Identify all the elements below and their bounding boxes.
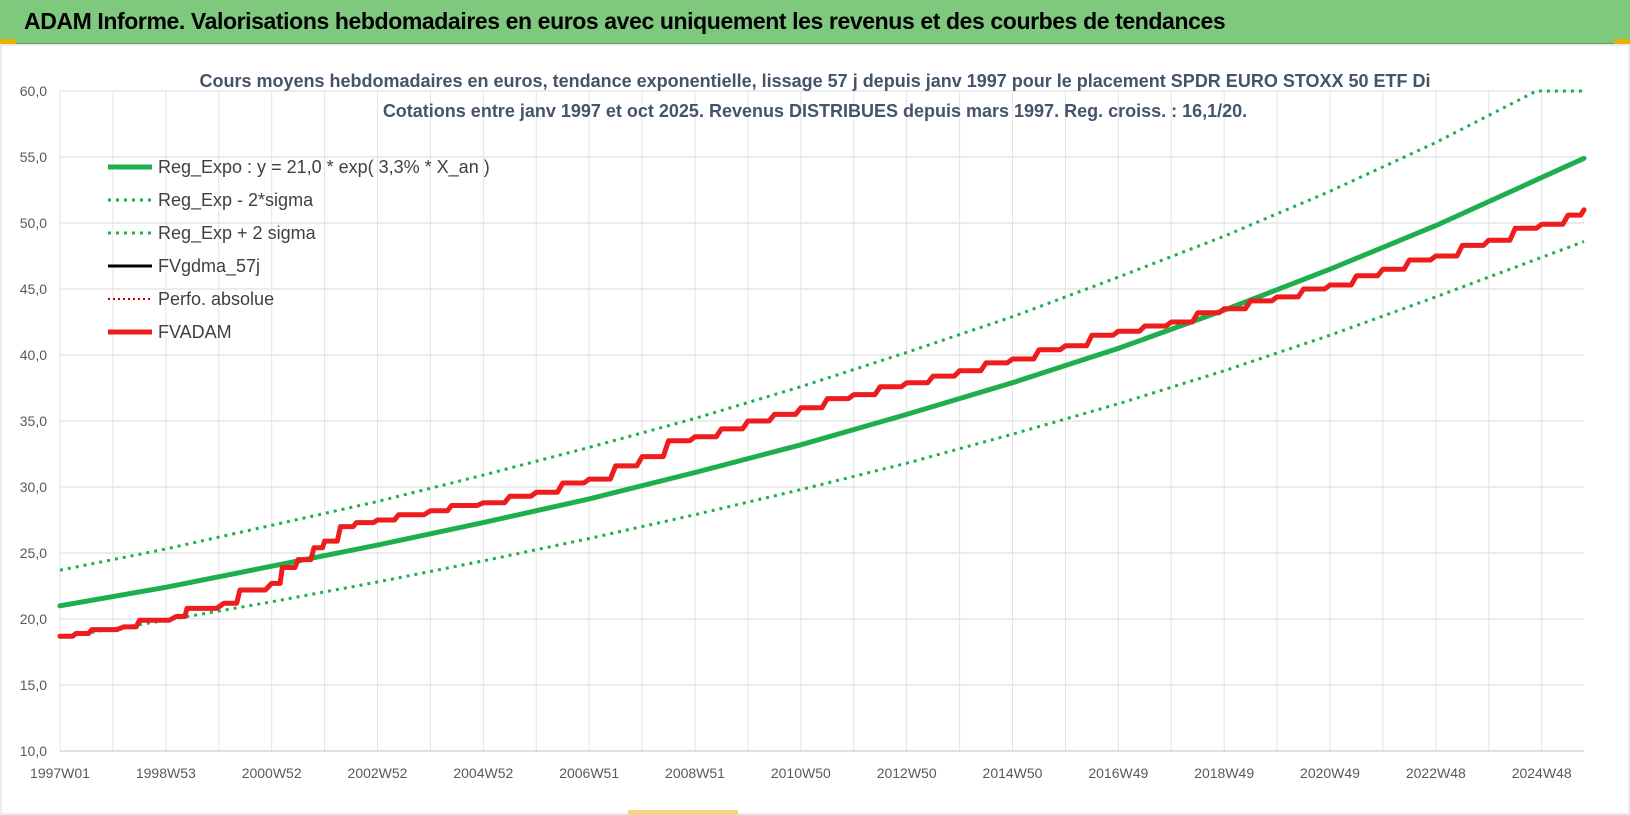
corner-mark	[1614, 39, 1630, 44]
line-chart: 10,0 15,0 20,0 25,0 30,0 35,0 40,0 45,0 50,0 55,0…	[0, 44, 1630, 815]
y-tick-label: 15,0	[20, 677, 47, 693]
legend-entry: Reg_Exp - 2*sigma	[158, 190, 314, 211]
x-tick-label: 2020W49	[1300, 765, 1360, 781]
x-tick-label: 1998W53	[136, 765, 196, 781]
chart-title: Cours moyens hebdomadaires en euros, ten…	[199, 71, 1430, 91]
x-axis: 1997W01 1998W53 2000W52 2002W52 2004W52 2006W…	[30, 750, 1584, 781]
y-axis: 10,0 15,0 20,0 25,0 30,0 35,0 40,0 45,0 50,0 55,0…	[20, 83, 47, 759]
y-tick-label: 20,0	[20, 611, 47, 627]
x-tick-label: 1997W01	[30, 765, 90, 781]
x-tick-label: 2012W50	[877, 765, 937, 781]
x-tick-label: 2000W52	[242, 765, 302, 781]
y-tick-label: 10,0	[20, 743, 47, 759]
chart-area	[0, 44, 1630, 815]
banner-title: ADAM Informe. Valorisations hebdomadaire…	[24, 8, 1226, 34]
series-line	[59, 89, 1584, 572]
y-tick-label: 55,0	[20, 149, 47, 165]
x-tick-label: 2018W49	[1194, 765, 1254, 781]
series-line	[59, 240, 1585, 639]
y-tick-label: 35,0	[20, 413, 47, 429]
x-tick-label: 2014W50	[983, 765, 1043, 781]
x-tick-label: 2002W52	[348, 765, 408, 781]
x-tick-label: 2024W48	[1512, 765, 1572, 781]
legend-entry: Perfo. absolue	[158, 289, 274, 309]
y-tick-label: 50,0	[20, 215, 47, 231]
series-line	[57, 207, 1587, 639]
y-tick-label: 40,0	[20, 347, 47, 363]
y-tick-label: 60,0	[20, 83, 47, 99]
x-tick-label: 2006W51	[559, 765, 619, 781]
corner-mark	[0, 39, 16, 44]
x-tick-label: 2022W48	[1406, 765, 1466, 781]
header-banner: ADAM Informe. Valorisations hebdomadaire…	[0, 0, 1630, 44]
x-tick-label: 2008W51	[665, 765, 725, 781]
chart-subtitle: Cotations entre janv 1997 et oct 2025. R…	[383, 101, 1247, 121]
legend-entry: Reg_Expo : y = 21,0 * exp( 3,3% * X_an )	[158, 157, 490, 178]
x-tick-label: 2004W52	[453, 765, 513, 781]
legend: Reg_Expo : y = 21,0 * exp( 3,3% * X_an )…	[108, 157, 490, 342]
bottom-scroll-strip	[628, 810, 738, 815]
x-tick-label: 2016W49	[1088, 765, 1148, 781]
legend-entry: Reg_Exp + 2 sigma	[158, 223, 317, 244]
x-tick-label: 2010W50	[771, 765, 831, 781]
y-tick-label: 45,0	[20, 281, 47, 297]
series-group	[57, 89, 1587, 639]
y-tick-label: 30,0	[20, 479, 47, 495]
y-tick-label: 25,0	[20, 545, 47, 561]
legend-entry: FVgdma_57j	[158, 256, 260, 277]
legend-entry: FVADAM	[158, 322, 232, 342]
